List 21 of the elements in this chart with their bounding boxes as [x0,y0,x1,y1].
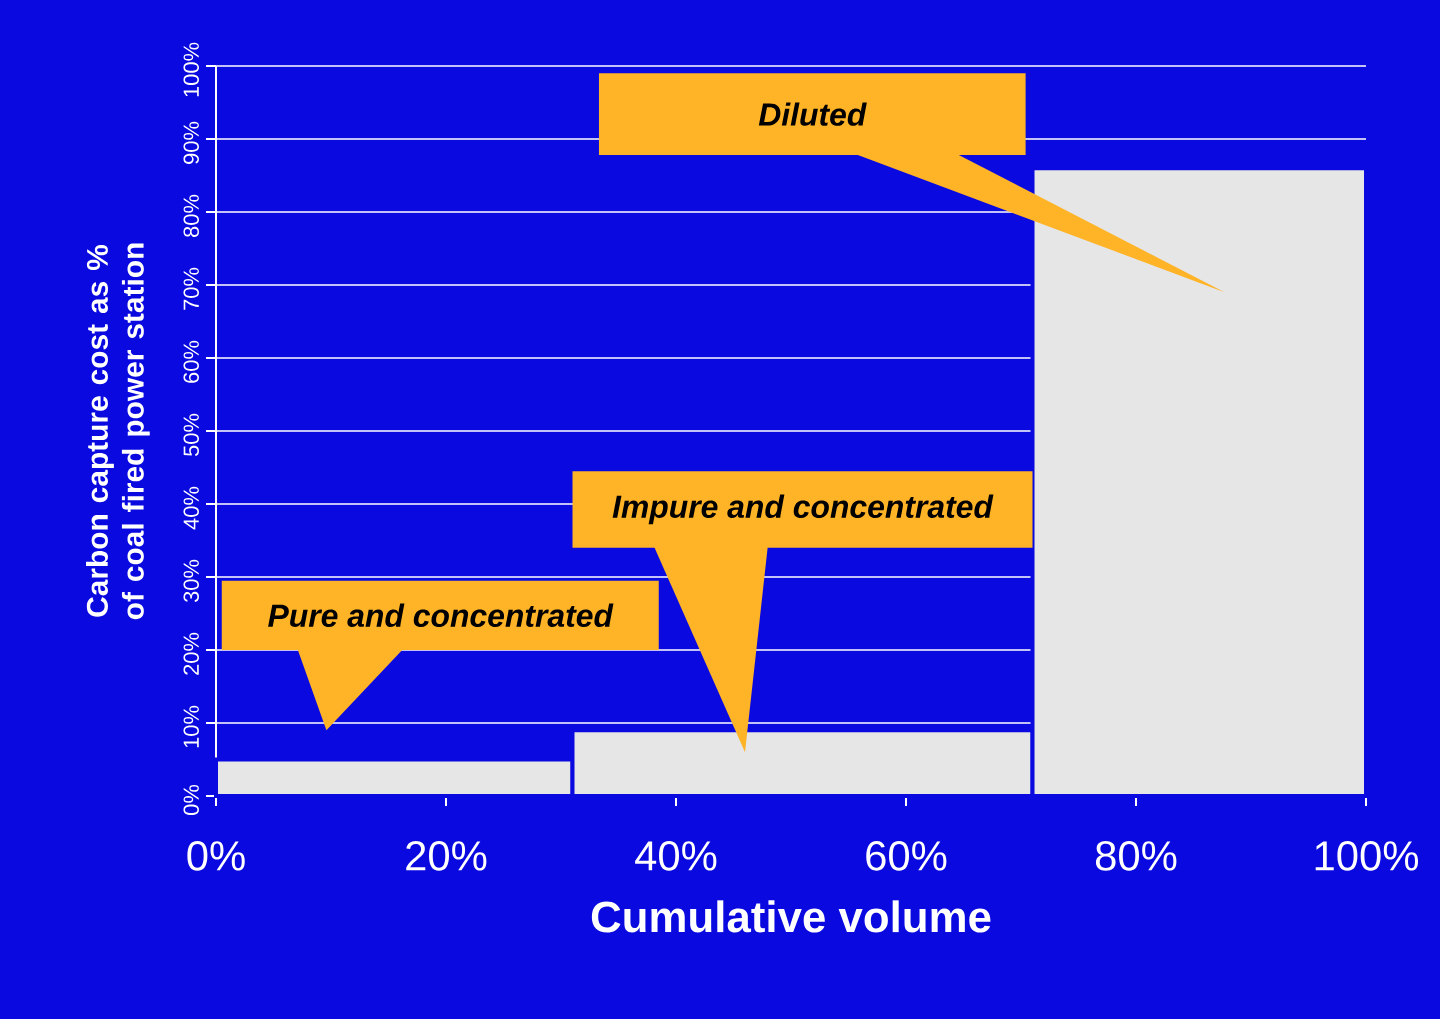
y-tick-label: 50% [183,413,199,457]
x-tick-label: 20% [406,841,487,871]
annotation: Diluted [758,102,867,126]
x-tick-label: 60% [866,841,947,871]
y-tick-label: 40% [183,486,199,530]
y-tick-label: 100% [183,42,199,97]
y-tick-label: 80% [183,194,199,237]
x-axis-title: Cumulative volume [591,900,991,933]
x-tick-label: 40% [635,841,717,871]
y-tick-label: 0% [183,784,199,815]
annotation: Pure and concentrated [268,603,614,628]
y-tick-label: 70% [183,267,199,310]
y-tick-label: 30% [183,559,199,603]
y-tick-label: 90% [183,121,199,164]
y-tick-label: 20% [183,632,199,675]
y-tick-label: 10% [183,705,199,748]
annotation: Impure and concentrated [612,494,994,525]
y-axis-title: Carbon capture cost as % of coal fired power station [86,243,150,620]
x-tick-label: 80% [1095,841,1177,871]
x-tick-label: 100% [1315,841,1419,871]
y-tick-label: 60% [183,340,199,383]
